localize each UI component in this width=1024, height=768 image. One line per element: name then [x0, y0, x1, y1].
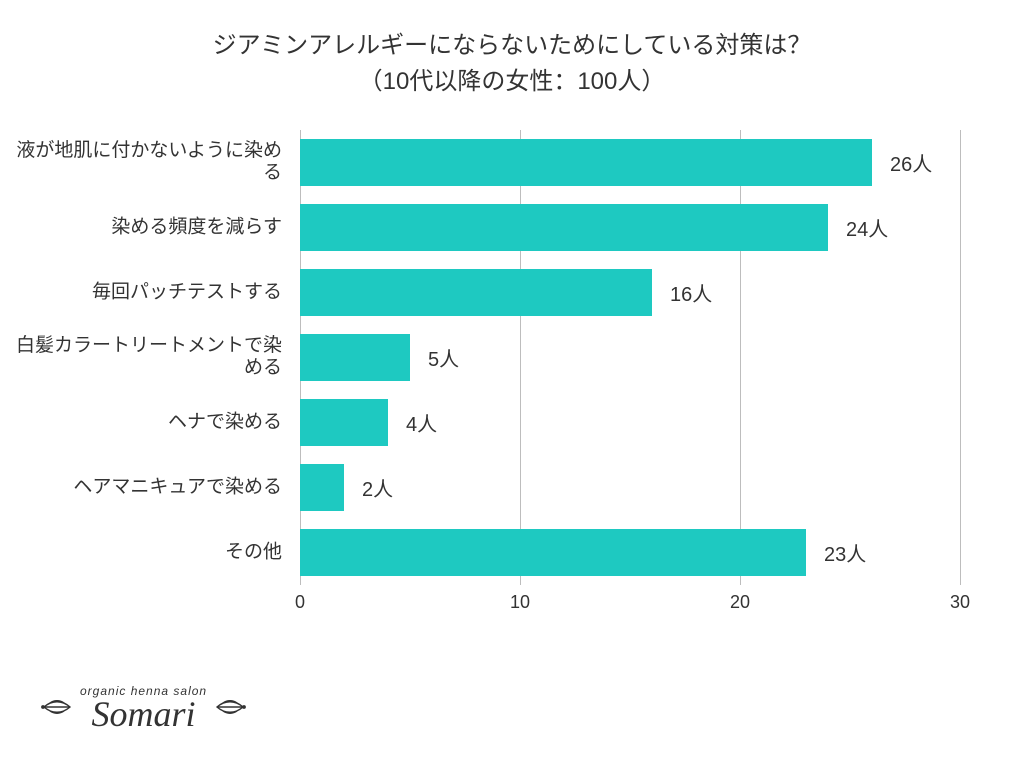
x-tick-label: 0 — [295, 592, 305, 613]
bar — [300, 529, 806, 576]
y-axis-category-label: 染める頻度を減らす — [0, 216, 290, 239]
bar-value-label: 24人 — [846, 213, 888, 242]
bar — [300, 399, 388, 446]
x-axis-ticks: 0102030 — [300, 592, 960, 620]
bar-row: 23人 — [300, 529, 866, 576]
chart-plot-area: 26人24人16人5人4人2人23人 0102030 — [300, 130, 960, 620]
logo-wordmark: Somari — [92, 698, 196, 730]
bar-row: 5人 — [300, 334, 459, 381]
gridline — [740, 130, 741, 585]
bar-value-label: 2人 — [362, 473, 393, 502]
bar — [300, 139, 872, 186]
bar-value-label: 4人 — [406, 408, 437, 437]
bar-row: 2人 — [300, 464, 393, 511]
gridline — [960, 130, 961, 585]
y-axis-category-label: 白髪カラートリートメントで染める — [0, 335, 290, 381]
leaf-right-icon — [213, 690, 247, 724]
y-axis-category-label: ヘナで染める — [0, 411, 290, 434]
title-line-2: （10代以降の女性：100人） — [0, 64, 1024, 100]
bar-plot: 26人 24人 16人 5人 4人 2人 23人 — [300, 130, 960, 585]
bar-value-label: 26人 — [890, 148, 932, 177]
leaf-left-icon — [40, 690, 74, 724]
brand-logo: organic henna salon Somari — [40, 684, 247, 730]
title-line-1: ジアミンアレルギーにならないためにしている対策は？ — [0, 28, 1024, 64]
chart-title: ジアミンアレルギーにならないためにしている対策は？ （10代以降の女性：100人… — [0, 0, 1024, 100]
y-axis-labels: 液が地肌に付かないように染める染める頻度を減らす毎回パッチテストする白髪カラート… — [0, 130, 290, 585]
y-axis-category-label: その他 — [0, 541, 290, 564]
bar — [300, 334, 410, 381]
bar-row: 24人 — [300, 204, 888, 251]
bar-row: 26人 — [300, 139, 932, 186]
bar — [300, 204, 828, 251]
x-tick-label: 20 — [730, 592, 750, 613]
bar-row: 16人 — [300, 269, 712, 316]
bar — [300, 269, 652, 316]
y-axis-category-label: 毎回パッチテストする — [0, 281, 290, 304]
gridline — [520, 130, 521, 585]
bar-value-label: 5人 — [428, 343, 459, 372]
bar-value-label: 16人 — [670, 278, 712, 307]
x-tick-label: 30 — [950, 592, 970, 613]
y-axis-category-label: ヘアマニキュアで染める — [0, 476, 290, 499]
bar — [300, 464, 344, 511]
y-axis-category-label: 液が地肌に付かないように染める — [0, 140, 290, 186]
bar-value-label: 23人 — [824, 538, 866, 567]
x-tick-label: 10 — [510, 592, 530, 613]
bar-row: 4人 — [300, 399, 437, 446]
